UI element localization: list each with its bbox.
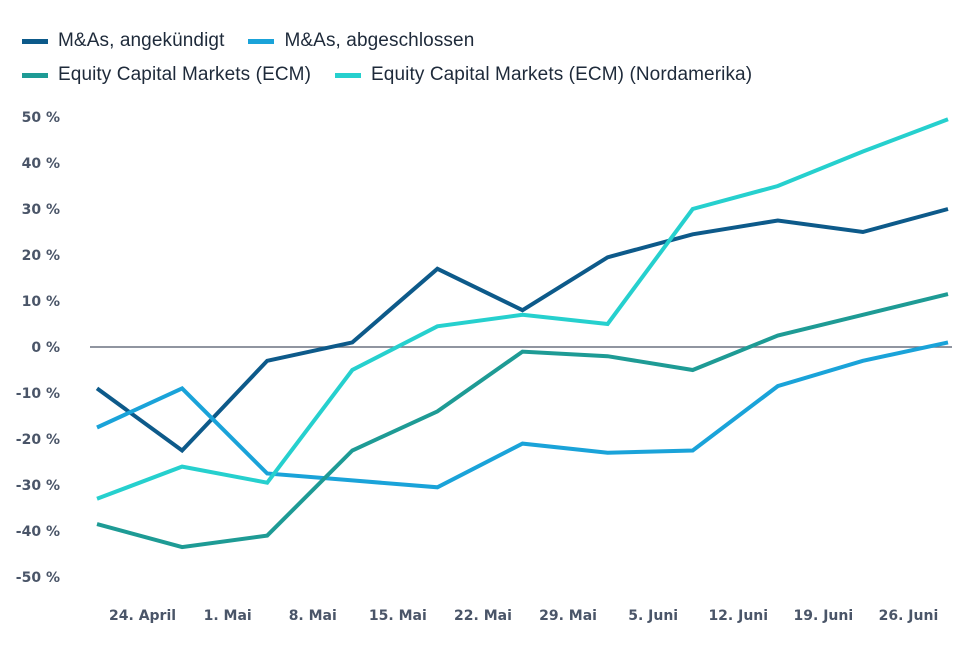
series-line-3	[96, 117, 949, 501]
chart-legend: M&As, angekündigt M&As, abgeschlossen Eq…	[22, 24, 962, 92]
x-tick-label: 22. Mai	[454, 608, 512, 624]
y-tick-label: -40 %	[16, 524, 60, 540]
x-tick-label: 1. Mai	[204, 608, 252, 624]
x-tick-label: 8. Mai	[289, 608, 337, 624]
legend-row-1: M&As, angekündigt M&As, abgeschlossen	[22, 24, 962, 58]
y-tick-label: 10 %	[22, 294, 60, 310]
legend-label-ecm: Equity Capital Markets (ECM)	[58, 64, 312, 85]
y-tick-label: 20 %	[22, 248, 60, 264]
legend-label-ecm-na: Equity Capital Markets (ECM) (Nordamerik…	[371, 64, 753, 85]
series-layer	[95, 117, 949, 550]
y-tick-label: 30 %	[22, 202, 60, 218]
legend-item-ecm: Equity Capital Markets (ECM)	[22, 64, 311, 86]
y-tick-label: -10 %	[16, 386, 60, 402]
legend-row-2: Equity Capital Markets (ECM) Equity Capi…	[22, 58, 962, 92]
x-axis-ticks: 24. April 1. Mai 8. Mai 15. Mai 22. Mai 29. M…	[109, 608, 938, 624]
x-tick-label: 26. Juni	[879, 608, 939, 624]
legend-swatch-ecm-na	[335, 72, 362, 78]
x-tick-label: 29. Mai	[539, 608, 597, 624]
x-tick-label: 12. Juni	[708, 608, 768, 624]
legend-swatch-ma-announced	[22, 38, 48, 44]
y-tick-label: 40 %	[22, 156, 60, 172]
y-tick-label: -30 %	[16, 478, 60, 494]
legend-label-ma-announced: M&As, angekündigt	[58, 30, 225, 51]
legend-item-ecm-na: Equity Capital Markets (ECM) (Nordamerik…	[335, 64, 752, 86]
x-tick-label: 24. April	[109, 608, 176, 624]
legend-swatch-ecm	[22, 72, 48, 78]
y-tick-label: 0 %	[31, 340, 60, 356]
y-axis-ticks: 50 % 40 % 30 % 20 % 10 % 0 % -10 % -20 % -30 % -4…	[16, 110, 60, 586]
series-line-2	[96, 292, 949, 550]
y-tick-label: -50 %	[16, 570, 60, 586]
x-tick-label: 19. Juni	[794, 608, 854, 624]
legend-label-ma-completed: M&As, abgeschlossen	[284, 30, 475, 51]
series-line-0	[95, 207, 949, 454]
legend-item-ma-completed: M&As, abgeschlossen	[248, 30, 474, 52]
legend-item-ma-announced: M&As, angekündigt	[22, 30, 224, 52]
legend-swatch-ma-completed	[248, 38, 275, 44]
series-line-1	[96, 340, 949, 490]
y-tick-label: 50 %	[22, 110, 60, 126]
x-tick-label: 5. Juni	[628, 608, 678, 624]
x-tick-label: 15. Mai	[369, 608, 427, 624]
y-tick-label: -20 %	[16, 432, 60, 448]
